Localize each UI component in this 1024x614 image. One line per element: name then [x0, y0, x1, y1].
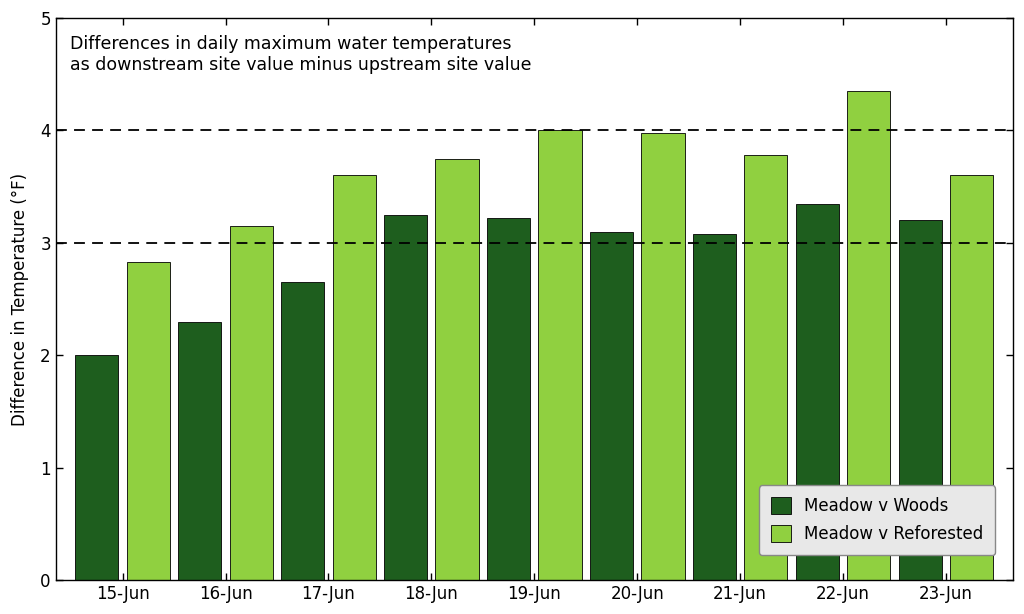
Bar — [693, 234, 736, 580]
Text: Differences in daily maximum water temperatures
as downstream site value minus u: Differences in daily maximum water tempe… — [70, 35, 531, 74]
Bar — [744, 155, 787, 580]
Bar — [333, 176, 376, 580]
Bar — [847, 91, 891, 580]
Bar — [435, 158, 479, 580]
Bar — [282, 282, 325, 580]
Bar — [796, 204, 839, 580]
Bar — [899, 220, 942, 580]
Bar — [127, 262, 170, 580]
Bar — [75, 356, 119, 580]
Bar — [539, 131, 582, 580]
Bar — [641, 133, 685, 580]
Bar — [178, 322, 221, 580]
Bar — [229, 226, 272, 580]
Bar — [590, 231, 633, 580]
Bar — [384, 215, 427, 580]
Bar — [487, 218, 530, 580]
Y-axis label: Difference in Temperature (°F): Difference in Temperature (°F) — [11, 173, 29, 426]
Bar — [950, 176, 993, 580]
Legend: Meadow v Woods, Meadow v Reforested: Meadow v Woods, Meadow v Reforested — [759, 485, 995, 555]
